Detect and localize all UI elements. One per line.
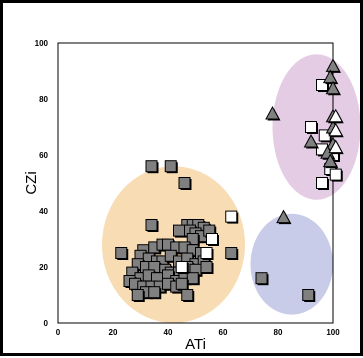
filled-square-point xyxy=(178,177,191,189)
x-tick-label: 20 xyxy=(109,328,118,337)
y-axis-label: CZi xyxy=(23,171,40,194)
triangle-point xyxy=(322,69,338,84)
open-square-point xyxy=(175,261,188,273)
filled-square-point xyxy=(175,277,188,290)
plot-area xyxy=(57,42,334,324)
y-tick-label: 0 xyxy=(44,319,49,328)
triangle-point xyxy=(322,153,338,168)
open-square-point xyxy=(206,233,218,245)
filled-square-point xyxy=(173,224,185,237)
filled-square-point xyxy=(181,289,194,301)
x-tick-label: 40 xyxy=(164,328,173,337)
triangle-point xyxy=(265,105,280,120)
region-ellipse xyxy=(250,213,333,315)
x-tick-labels: 0 20 40 60 80 100 xyxy=(56,328,340,337)
open-square-point xyxy=(329,168,342,181)
triangle-point xyxy=(276,209,291,224)
triangle-point xyxy=(325,80,341,95)
open-square-point xyxy=(225,210,238,223)
data-points xyxy=(115,58,344,302)
triangle-point xyxy=(303,133,319,148)
open-triangle-point xyxy=(328,139,344,154)
filled-square-point xyxy=(145,160,158,173)
y-tick-label: 100 xyxy=(35,39,49,48)
filled-square-point xyxy=(164,160,177,173)
y-tick-label: 60 xyxy=(39,151,48,160)
open-triangle-point xyxy=(328,108,344,123)
filled-square-point xyxy=(186,272,199,285)
y-tick-label: 20 xyxy=(39,263,48,272)
open-square-point xyxy=(316,79,328,91)
scatter-chart: 0 20 40 60 80 100 0 20 40 60 80 100 ATi CZi xyxy=(23,39,361,353)
triangle-point xyxy=(325,58,341,72)
filled-square-point xyxy=(200,261,213,273)
filled-square-point xyxy=(225,247,238,259)
filled-square-point xyxy=(145,219,158,231)
x-tick-label: 0 xyxy=(56,328,61,337)
open-square-point xyxy=(305,121,317,133)
x-tick-label: 60 xyxy=(219,328,228,337)
y-tick-label: 80 xyxy=(39,95,48,104)
filled-square-point xyxy=(131,289,144,301)
filled-square-point xyxy=(255,272,268,285)
open-square-point xyxy=(316,177,328,189)
x-axis-label: ATi xyxy=(185,336,206,353)
y-tick-labels: 0 20 40 60 80 100 xyxy=(35,39,49,328)
filled-square-point xyxy=(302,289,315,301)
filled-square-point xyxy=(115,247,128,259)
x-tick-label: 80 xyxy=(274,328,283,337)
x-tick-label: 100 xyxy=(326,328,340,337)
filled-square-point xyxy=(148,286,161,299)
open-triangle-point xyxy=(328,122,344,137)
open-square-point xyxy=(200,247,213,259)
y-tick-label: 40 xyxy=(39,207,48,216)
